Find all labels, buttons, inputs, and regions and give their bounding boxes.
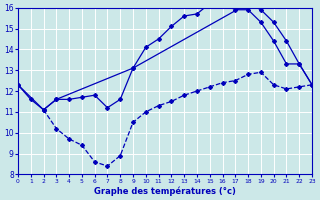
X-axis label: Graphe des températures (°c): Graphe des températures (°c) xyxy=(94,186,236,196)
